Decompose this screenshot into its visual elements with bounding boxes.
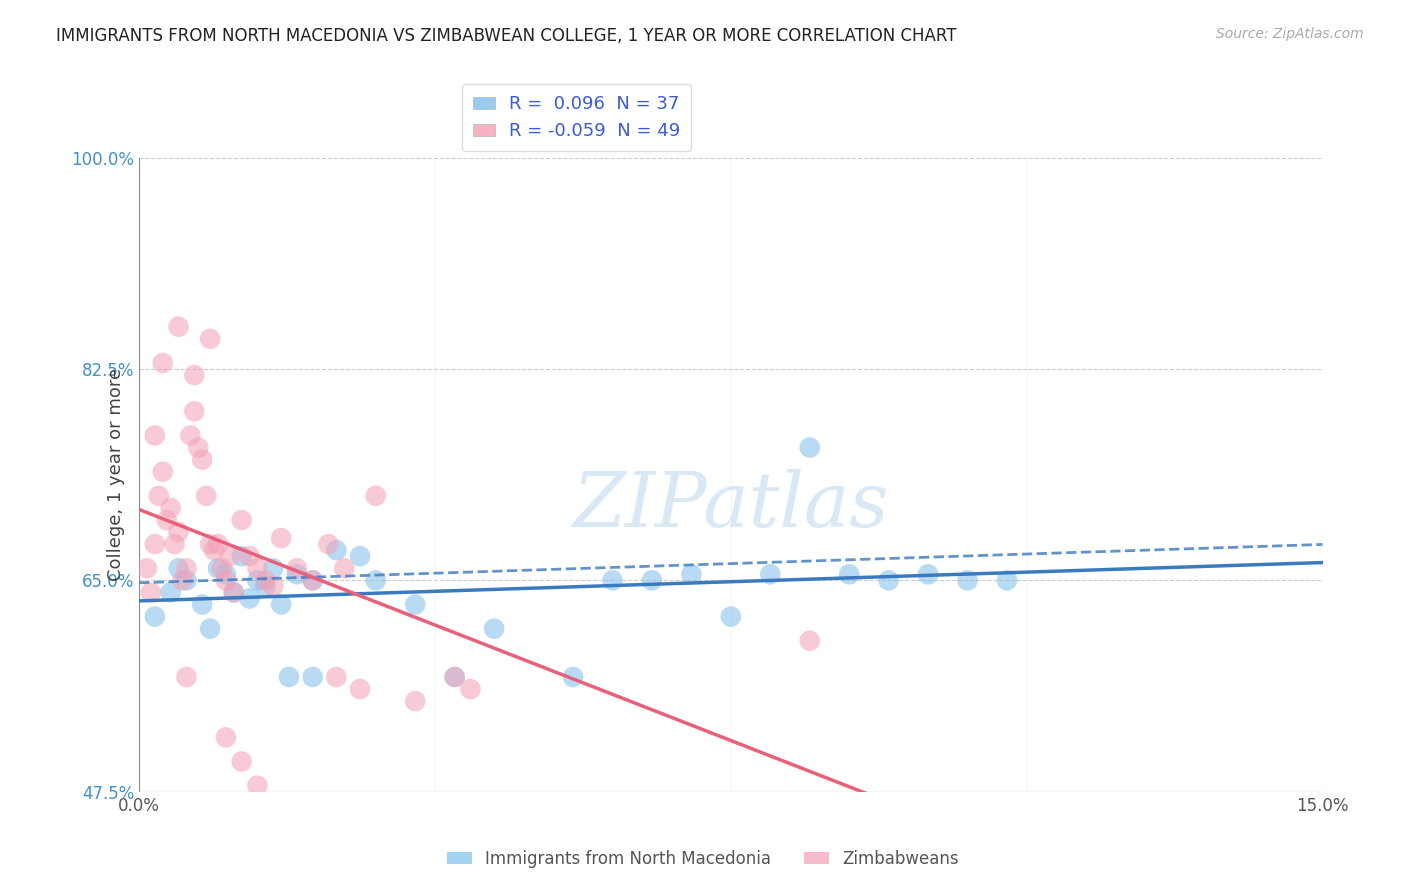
Point (238, 549, 260, 564)
Point (325, 543, 347, 558)
Point (301, 574, 323, 588)
Point (443, 670, 465, 684)
Point (167, 524, 190, 539)
Point (917, 567, 939, 582)
Point (270, 531, 292, 545)
Point (759, 567, 782, 582)
Point (404, 598, 426, 612)
Text: IMMIGRANTS FROM NORTH MACEDONIA VS ZIMBABWEAN COLLEGE, 1 YEAR OR MORE CORRELATIO: IMMIGRANTS FROM NORTH MACEDONIA VS ZIMBA… (56, 27, 956, 45)
Point (211, 561, 233, 575)
Point (254, 574, 277, 588)
Point (246, 561, 269, 575)
Point (167, 561, 190, 575)
Point (202, 543, 225, 558)
Point (301, 574, 323, 588)
Point (231, 549, 253, 564)
Point (238, 591, 260, 606)
Point (349, 681, 371, 696)
Point (246, 574, 269, 588)
Point (285, 561, 308, 575)
Point (139, 585, 162, 599)
Point (562, 670, 585, 684)
Point (246, 779, 269, 793)
Point (207, 537, 229, 551)
Point (183, 368, 205, 382)
Point (218, 549, 240, 564)
Point (172, 574, 194, 588)
Legend: R =  0.096  N = 37, R = -0.059  N = 49: R = 0.096 N = 37, R = -0.059 N = 49 (463, 85, 692, 151)
Point (318, 537, 340, 551)
Point (136, 561, 159, 575)
Point (877, 574, 900, 588)
Point (215, 574, 238, 588)
Point (364, 574, 387, 588)
Point (231, 513, 253, 527)
Point (838, 567, 860, 582)
Point (198, 332, 221, 346)
Point (198, 537, 221, 551)
Point (799, 441, 821, 455)
Point (285, 567, 308, 582)
Y-axis label: College, 1 year or more: College, 1 year or more (107, 368, 125, 582)
Point (215, 731, 238, 745)
Point (404, 694, 426, 708)
Point (799, 633, 821, 648)
Point (222, 585, 245, 599)
Point (176, 670, 198, 684)
Point (156, 513, 179, 527)
Text: Source: ZipAtlas.com: Source: ZipAtlas.com (1216, 27, 1364, 41)
Point (163, 537, 186, 551)
Point (215, 567, 238, 582)
Point (278, 670, 301, 684)
Point (143, 609, 166, 624)
Point (152, 356, 174, 370)
Point (179, 428, 201, 442)
Point (183, 404, 205, 418)
Point (325, 670, 347, 684)
Point (460, 681, 482, 696)
Point (195, 489, 218, 503)
Point (262, 561, 284, 575)
Point (176, 574, 198, 588)
Point (254, 579, 277, 593)
Point (482, 622, 505, 636)
Point (176, 561, 198, 575)
Point (231, 755, 253, 769)
Text: ZIPatlas: ZIPatlas (572, 469, 889, 543)
Point (364, 489, 387, 503)
Point (191, 452, 214, 467)
Point (198, 622, 221, 636)
Point (143, 537, 166, 551)
Point (956, 574, 979, 588)
Point (207, 561, 229, 575)
Point (222, 585, 245, 599)
Point (602, 574, 624, 588)
Legend: Immigrants from North Macedonia, Zimbabweans: Immigrants from North Macedonia, Zimbabw… (440, 844, 966, 875)
Point (191, 598, 214, 612)
Point (159, 585, 181, 599)
Point (167, 319, 190, 334)
Point (143, 428, 166, 442)
Point (262, 579, 284, 593)
Point (995, 574, 1018, 588)
Point (301, 670, 323, 684)
Point (270, 598, 292, 612)
Point (641, 574, 664, 588)
Point (720, 609, 742, 624)
Point (681, 567, 703, 582)
Point (159, 500, 181, 515)
Point (148, 489, 170, 503)
Point (333, 561, 356, 575)
Point (349, 549, 371, 564)
Point (443, 670, 465, 684)
Point (187, 441, 209, 455)
Point (152, 465, 174, 479)
